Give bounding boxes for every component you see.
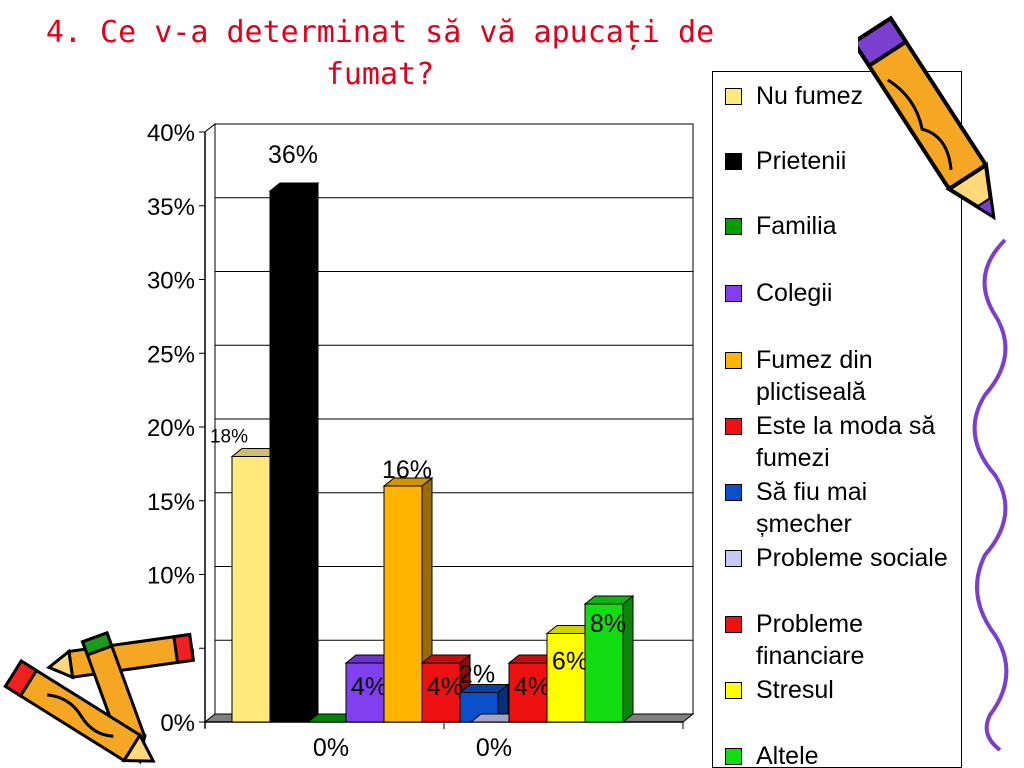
legend-swatch xyxy=(725,748,742,765)
bar-colegii xyxy=(345,662,385,723)
legend-label: Este la moda să fumezi xyxy=(756,412,936,472)
legend-swatch xyxy=(725,550,742,567)
legend-label: Colegii xyxy=(756,279,833,307)
data-label: 0% xyxy=(476,734,512,762)
data-label: 18% xyxy=(210,427,248,448)
data-label: 8% xyxy=(590,610,626,638)
slide-title: 4. Ce v-a determinat să vă apucați de fu… xyxy=(45,15,715,92)
legend-label: Stresul xyxy=(756,676,834,704)
data-label: 0% xyxy=(313,734,349,762)
legend-label: Fumez din plictiseală xyxy=(756,346,873,406)
y-tick-label: 0% xyxy=(160,710,195,737)
data-label: 6% xyxy=(552,648,588,676)
legend-label: Să fiu mai șmecher xyxy=(756,478,868,538)
legend-swatch xyxy=(725,218,742,235)
bar-fumez-din-plictiseală xyxy=(383,485,423,723)
bar-chart: 0%5%10%15%20%25%30%35%40%18%36%0%4%16%4%… xyxy=(147,120,695,762)
legend-label: Altele xyxy=(756,742,819,768)
legend-swatch xyxy=(725,153,742,170)
bar-nu-fumez xyxy=(231,456,271,723)
squiggle-line xyxy=(972,238,1009,752)
y-tick-label: 10% xyxy=(147,563,195,590)
bar-prietenii-side xyxy=(307,181,319,724)
bar-stresul xyxy=(546,633,586,723)
data-label: 4% xyxy=(514,673,550,701)
chart-legend: Nu fumez Prietenii Familia Colegii Fumez din… xyxy=(712,71,962,768)
legend-swatch xyxy=(725,616,742,633)
legend-swatch xyxy=(725,484,742,501)
y-tick-label: 40% xyxy=(147,120,195,147)
data-label: 4% xyxy=(427,673,463,701)
y-tick-label: 35% xyxy=(147,194,195,221)
pencil-icon xyxy=(858,15,996,221)
legend-label: Probleme sociale xyxy=(756,544,948,572)
legend-swatch xyxy=(725,285,742,302)
y-tick-label: 25% xyxy=(147,341,195,368)
legend-label: Probleme financiare xyxy=(756,610,865,670)
data-label: 36% xyxy=(268,141,318,169)
y-tick-label: 15% xyxy=(147,489,195,516)
legend-label: Nu fumez xyxy=(756,82,863,110)
y-tick-label: 30% xyxy=(147,268,195,295)
y-tick-label: 20% xyxy=(147,415,195,442)
legend-swatch xyxy=(725,682,742,699)
bar-este-la-moda-să-fumezi xyxy=(421,662,461,723)
bar-probleme-financiare xyxy=(508,662,548,723)
legend-label: Prietenii xyxy=(756,147,847,175)
legend-swatch xyxy=(725,88,742,105)
legend-swatch xyxy=(725,418,742,435)
data-label: 2% xyxy=(459,661,495,689)
bar-prietenii xyxy=(269,190,309,723)
bar-altele xyxy=(584,603,624,723)
legend-label: Familia xyxy=(756,212,837,240)
legend-swatch xyxy=(725,352,742,369)
data-label: 16% xyxy=(382,456,432,484)
pencils-icon xyxy=(3,630,196,765)
data-label: 4% xyxy=(351,673,387,701)
